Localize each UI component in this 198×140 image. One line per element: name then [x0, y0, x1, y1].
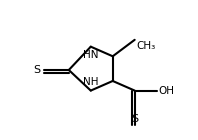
Text: CH₃: CH₃	[136, 41, 155, 51]
Text: OH: OH	[158, 86, 174, 96]
Text: NH: NH	[83, 77, 99, 87]
Text: HN: HN	[83, 50, 99, 60]
Text: S: S	[131, 114, 138, 123]
Text: S: S	[33, 65, 41, 75]
